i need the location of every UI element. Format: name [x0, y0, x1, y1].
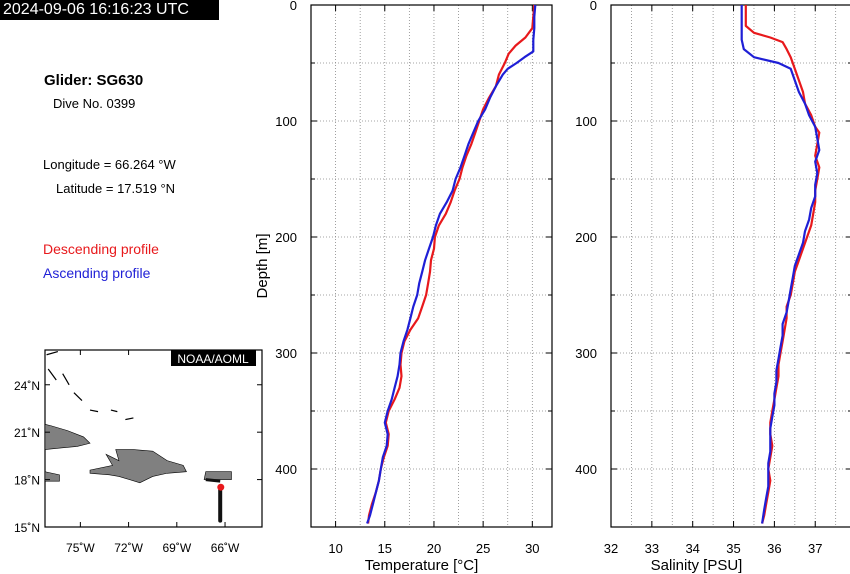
- x-tick-label: 20: [427, 541, 441, 556]
- bahamas-island: [89, 409, 99, 413]
- ascending-legend: Ascending profile: [43, 265, 151, 281]
- y-tick-label: 200: [275, 230, 297, 245]
- puerto-rico-landmass: [203, 471, 232, 480]
- descending-profile-line: [367, 4, 536, 524]
- inset-map: [44, 349, 263, 528]
- x-axis-label: Salinity [PSU]: [651, 557, 743, 574]
- x-axis-label: Temperature [°C]: [365, 557, 479, 574]
- x-tick-label: 15: [378, 541, 392, 556]
- y-tick-label: 100: [575, 114, 597, 129]
- bahamas-island: [73, 392, 83, 401]
- bahamas-island: [110, 409, 118, 413]
- y-tick-label: 400: [275, 462, 297, 477]
- profile-chart-1: [310, 4, 553, 528]
- x-tick-label: 32: [604, 541, 618, 556]
- map-lat-label: 15˚N: [14, 521, 40, 535]
- x-tick-label: 25: [476, 541, 490, 556]
- x-tick-label: 30: [525, 541, 539, 556]
- x-tick-label: 33: [645, 541, 659, 556]
- y-tick-label: 400: [575, 462, 597, 477]
- glider-track-segment: [205, 478, 221, 483]
- x-tick-label: 36: [767, 541, 781, 556]
- ascending-profile-line: [366, 4, 537, 524]
- x-tick-label: 34: [685, 541, 699, 556]
- x-tick-label: 37: [808, 541, 822, 556]
- glider-position-marker: [217, 483, 225, 491]
- map-lon-label: 69˚W: [162, 541, 191, 555]
- y-tick-label: 100: [275, 114, 297, 129]
- timestamp-label: 2024-09-06 16:16:23 UTC: [0, 0, 219, 20]
- map-credit-label: NOAA/AOML: [177, 352, 249, 366]
- y-tick-label: 200: [575, 230, 597, 245]
- x-tick-label: 35: [726, 541, 740, 556]
- y-tick-label: 0: [590, 0, 597, 13]
- plot-frame: [310, 4, 553, 528]
- y-axis-label: Depth [m]: [254, 233, 271, 298]
- y-tick-label: 0: [290, 0, 297, 13]
- glider-name: Glider: SG630: [44, 72, 144, 89]
- map-lon-label: 75˚W: [66, 541, 95, 555]
- longitude-readout: Longitude = 66.264 °W: [43, 157, 176, 172]
- ascending-profile-line: [740, 5, 821, 524]
- dive-number: Dive No. 0399: [53, 96, 136, 111]
- map-lat-label: 21˚N: [14, 426, 40, 440]
- map-lat-label: 24˚N: [14, 379, 40, 393]
- descending-legend: Descending profile: [43, 241, 159, 257]
- plot-frame: [610, 4, 850, 528]
- descending-profile-line: [744, 5, 821, 524]
- profile-chart-2: [610, 4, 850, 528]
- map-credit-box: [171, 350, 256, 366]
- map-lon-label: 66˚W: [211, 541, 240, 555]
- y-tick-label: 300: [275, 346, 297, 361]
- bahamas-island: [125, 417, 134, 421]
- latitude-readout: Latitude = 17.519 °N: [56, 181, 176, 196]
- y-tick-label: 300: [575, 346, 597, 361]
- bahamas-island: [46, 351, 59, 356]
- jamaica-landmass: [44, 471, 60, 482]
- map-lat-label: 18˚N: [14, 474, 40, 488]
- cuba-landmass: [44, 423, 91, 450]
- x-tick-label: 10: [328, 541, 342, 556]
- bahamas-island: [47, 368, 57, 381]
- map-lon-label: 72˚W: [114, 541, 143, 555]
- bahamas-island: [62, 373, 70, 386]
- hispaniola-landmass: [89, 449, 187, 484]
